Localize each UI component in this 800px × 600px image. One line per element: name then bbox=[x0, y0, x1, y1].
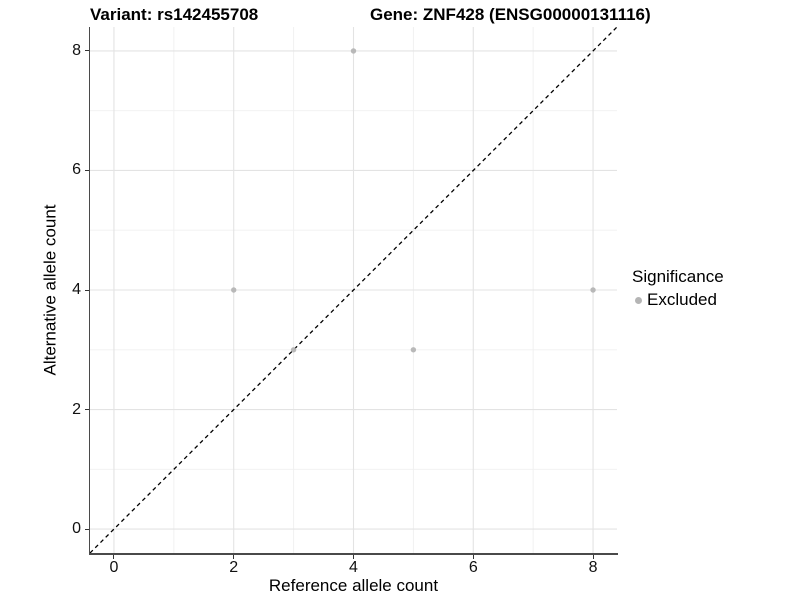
y-tick-mark bbox=[84, 169, 89, 171]
legend-item-label: Excluded bbox=[647, 290, 717, 309]
y-tick-mark bbox=[84, 409, 89, 411]
data-point bbox=[590, 287, 596, 293]
legend-title: Significance bbox=[632, 267, 724, 286]
x-tick-label: 4 bbox=[349, 559, 358, 576]
plot-canvas bbox=[90, 27, 617, 553]
x-tick-label: 0 bbox=[109, 559, 119, 576]
x-tick-mark bbox=[472, 554, 474, 559]
data-point bbox=[350, 48, 357, 54]
legend-point-icon bbox=[635, 296, 642, 304]
plot-title-gene: Gene: ZNF428 (ENSG00000131116) bbox=[370, 5, 651, 24]
x-axis-line bbox=[88, 553, 618, 555]
x-tick-mark bbox=[592, 554, 594, 559]
data-point bbox=[290, 347, 297, 353]
identity-dashed-line bbox=[90, 27, 617, 553]
y-axis-line bbox=[88, 27, 90, 555]
y-tick-label: 0 bbox=[72, 520, 81, 538]
plot-panel bbox=[90, 27, 617, 553]
y-tick-label: 4 bbox=[72, 281, 81, 298]
legend: Significance Excluded bbox=[632, 267, 724, 310]
data-point bbox=[231, 287, 237, 293]
x-tick-label: 8 bbox=[588, 559, 598, 576]
y-axis-title: Alternative allele count bbox=[41, 204, 61, 376]
y-tick-label: 6 bbox=[72, 161, 81, 179]
y-tick-mark bbox=[84, 50, 89, 52]
x-tick-label: 6 bbox=[468, 559, 478, 576]
y-tick-mark bbox=[84, 528, 89, 530]
x-tick-label: 2 bbox=[229, 559, 239, 576]
y-tick-mark bbox=[84, 289, 89, 291]
plot-title-variant: Variant: rs142455708 bbox=[90, 5, 259, 24]
x-tick-mark bbox=[113, 554, 115, 559]
y-tick-label: 2 bbox=[72, 400, 81, 418]
legend-item-excluded: Excluded bbox=[635, 290, 724, 310]
y-tick-label: 8 bbox=[72, 41, 81, 59]
data-point bbox=[410, 347, 417, 353]
x-tick-mark bbox=[353, 554, 354, 559]
x-axis-title: Reference allele count bbox=[268, 576, 439, 595]
x-tick-mark bbox=[233, 554, 235, 559]
